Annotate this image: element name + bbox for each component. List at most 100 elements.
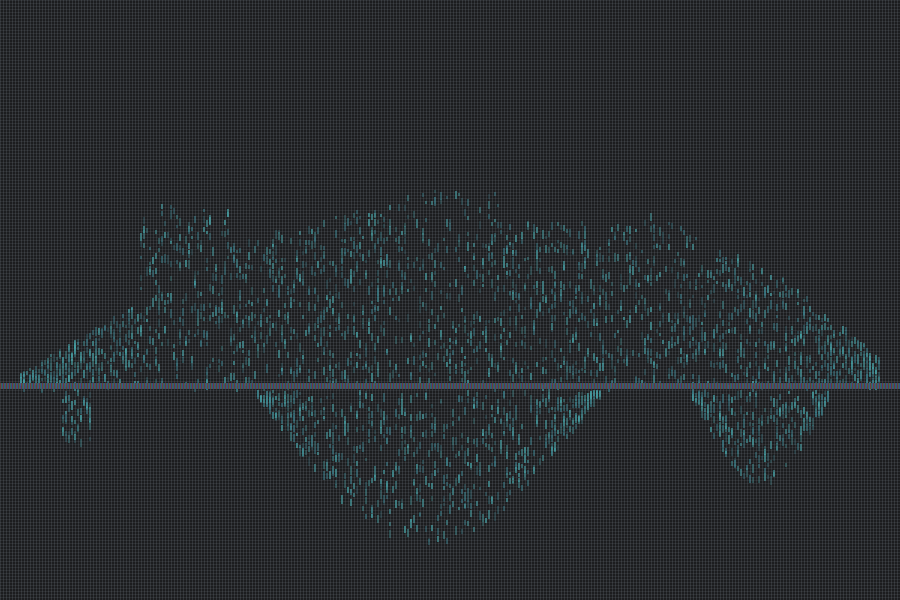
noise-pixel xyxy=(416,257,418,261)
noise-pixel xyxy=(239,248,241,253)
noise-pixel xyxy=(335,469,337,477)
noise-pixel xyxy=(650,226,652,232)
noise-pixel xyxy=(818,395,820,402)
noise-pixel xyxy=(470,321,472,327)
noise-pixel xyxy=(722,264,724,273)
noise-pixel xyxy=(437,315,439,322)
noise-pixel xyxy=(650,322,652,330)
noise-pixel xyxy=(122,314,124,318)
noise-pixel xyxy=(239,266,241,273)
noise-pixel xyxy=(863,343,865,347)
noise-pixel xyxy=(344,223,346,231)
noise-pixel xyxy=(470,367,472,370)
noise-pixel xyxy=(497,275,499,280)
noise-pixel xyxy=(185,336,187,344)
noise-pixel xyxy=(335,412,337,417)
noise-pixel xyxy=(698,315,700,322)
noise-pixel xyxy=(581,274,583,279)
noise-pixel xyxy=(752,264,754,270)
noise-pixel xyxy=(569,416,571,420)
noise-pixel xyxy=(458,234,460,242)
noise-pixel xyxy=(695,393,697,397)
noise-pixel xyxy=(305,249,307,253)
noise-pixel xyxy=(779,377,781,383)
noise-pixel xyxy=(68,435,70,443)
noise-pixel xyxy=(542,455,544,461)
noise-pixel xyxy=(437,528,439,535)
noise-pixel xyxy=(368,367,370,373)
noise-pixel xyxy=(692,322,694,330)
noise-pixel xyxy=(587,405,589,412)
noise-pixel xyxy=(704,402,706,407)
noise-pixel xyxy=(845,362,847,370)
noise-pixel xyxy=(440,451,442,458)
noise-pixel xyxy=(749,283,751,291)
noise-pixel xyxy=(443,434,445,439)
noise-pixel xyxy=(467,274,469,278)
noise-pixel xyxy=(371,282,373,287)
noise-pixel xyxy=(80,352,82,361)
noise-pixel xyxy=(422,331,424,334)
noise-pixel xyxy=(839,349,841,357)
noise-pixel xyxy=(497,317,499,321)
noise-pixel xyxy=(551,289,553,294)
noise-pixel xyxy=(320,337,322,346)
noise-pixel xyxy=(425,476,427,485)
noise-pixel xyxy=(848,340,850,347)
noise-pixel xyxy=(476,454,478,462)
noise-pixel xyxy=(785,408,787,414)
noise-pixel xyxy=(374,436,376,442)
noise-pixel xyxy=(536,289,538,295)
noise-pixel xyxy=(506,235,508,240)
noise-pixel xyxy=(449,219,451,224)
noise-pixel xyxy=(782,302,784,307)
noise-pixel xyxy=(413,356,415,365)
noise-pixel xyxy=(662,232,664,237)
noise-pixel xyxy=(128,323,130,328)
noise-pixel xyxy=(461,433,463,438)
noise-pixel xyxy=(131,347,133,353)
noise-pixel xyxy=(233,246,235,252)
noise-pixel xyxy=(797,396,799,401)
noise-pixel xyxy=(692,244,694,250)
noise-pixel xyxy=(263,288,265,293)
noise-pixel xyxy=(317,295,319,302)
noise-pixel xyxy=(671,336,673,340)
noise-pixel xyxy=(767,355,769,359)
noise-pixel xyxy=(575,307,577,312)
noise-pixel xyxy=(629,277,631,285)
noise-pixel xyxy=(758,298,760,301)
noise-pixel xyxy=(845,356,847,363)
noise-pixel xyxy=(404,223,406,227)
noise-pixel xyxy=(305,401,307,409)
noise-pixel xyxy=(200,304,202,311)
noise-pixel xyxy=(218,323,220,329)
noise-pixel xyxy=(377,297,379,302)
noise-pixel xyxy=(839,380,841,384)
noise-pixel xyxy=(356,332,358,337)
noise-pixel xyxy=(563,416,565,420)
noise-pixel xyxy=(476,270,478,279)
noise-pixel xyxy=(140,275,142,281)
noise-pixel xyxy=(815,371,817,374)
noise-pixel xyxy=(773,470,775,477)
noise-pixel xyxy=(614,370,616,376)
noise-pixel xyxy=(770,441,772,449)
noise-pixel xyxy=(812,425,814,430)
noise-pixel xyxy=(830,379,832,383)
noise-pixel xyxy=(374,356,376,364)
noise-pixel xyxy=(146,349,148,355)
noise-pixel xyxy=(110,371,112,376)
noise-pixel xyxy=(314,287,316,293)
noise-pixel xyxy=(44,377,46,381)
noise-pixel xyxy=(671,370,673,376)
noise-pixel xyxy=(161,292,163,296)
noise-pixel xyxy=(473,399,475,405)
noise-pixel xyxy=(272,403,274,407)
noise-pixel xyxy=(803,335,805,338)
noise-pixel xyxy=(488,481,490,487)
noise-pixel xyxy=(689,235,691,242)
noise-pixel xyxy=(782,299,784,304)
noise-pixel xyxy=(404,226,406,234)
noise-pixel xyxy=(620,300,622,307)
